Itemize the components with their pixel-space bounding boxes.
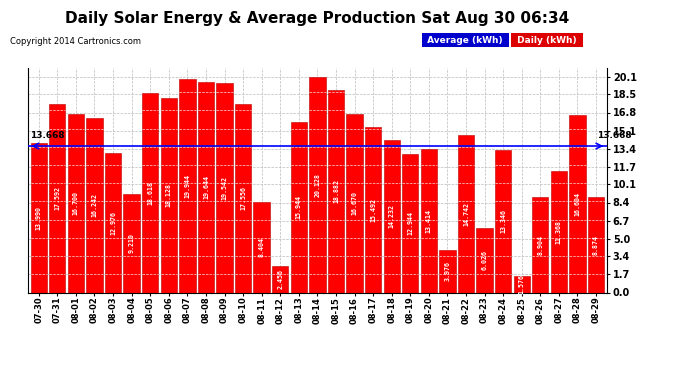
Text: 13.668: 13.668 xyxy=(30,131,65,140)
Text: Daily (kWh): Daily (kWh) xyxy=(514,36,580,45)
Bar xyxy=(161,98,177,292)
Text: 19.944: 19.944 xyxy=(184,174,190,198)
Text: 8.404: 8.404 xyxy=(259,237,265,258)
Bar xyxy=(290,122,307,292)
Text: 19.644: 19.644 xyxy=(203,175,209,199)
Text: 13.990: 13.990 xyxy=(36,206,42,230)
Text: 17.592: 17.592 xyxy=(55,186,60,210)
Text: 16.670: 16.670 xyxy=(351,191,357,215)
Text: 19.542: 19.542 xyxy=(221,176,228,200)
Bar xyxy=(142,93,159,292)
Text: Average (kWh): Average (kWh) xyxy=(424,36,506,45)
Bar xyxy=(328,90,344,292)
Bar xyxy=(440,250,455,292)
Bar xyxy=(309,77,326,292)
Text: 8.904: 8.904 xyxy=(538,235,543,255)
Text: 6.026: 6.026 xyxy=(482,250,488,270)
Bar xyxy=(532,197,549,292)
Bar xyxy=(86,118,103,292)
Bar xyxy=(551,171,567,292)
Text: Daily Solar Energy & Average Production Sat Aug 30 06:34: Daily Solar Energy & Average Production … xyxy=(66,11,569,26)
Bar xyxy=(458,135,474,292)
Bar xyxy=(124,194,140,292)
Text: 13.414: 13.414 xyxy=(426,209,432,232)
Text: 15.492: 15.492 xyxy=(370,198,376,222)
Bar xyxy=(272,266,288,292)
Text: 18.882: 18.882 xyxy=(333,179,339,203)
Bar xyxy=(402,154,418,292)
Bar xyxy=(365,126,382,292)
Text: 20.128: 20.128 xyxy=(315,172,320,196)
Text: Copyright 2014 Cartronics.com: Copyright 2014 Cartronics.com xyxy=(10,38,141,46)
Text: 9.210: 9.210 xyxy=(128,233,135,253)
Text: 14.232: 14.232 xyxy=(388,204,395,228)
Text: 18.128: 18.128 xyxy=(166,183,172,207)
Text: 12.944: 12.944 xyxy=(407,211,413,235)
Text: 16.700: 16.700 xyxy=(73,191,79,215)
Bar xyxy=(217,83,233,292)
Bar xyxy=(384,140,400,292)
Bar xyxy=(235,104,251,292)
Bar xyxy=(68,114,84,292)
Text: 11.368: 11.368 xyxy=(556,220,562,244)
Text: 2.456: 2.456 xyxy=(277,269,284,290)
Bar xyxy=(30,142,47,292)
Bar xyxy=(198,82,214,292)
Bar xyxy=(346,114,363,292)
Bar xyxy=(476,228,493,292)
Bar xyxy=(495,150,511,292)
Text: 3.976: 3.976 xyxy=(444,261,451,281)
Text: 1.576: 1.576 xyxy=(519,274,525,294)
Bar xyxy=(179,79,195,292)
Text: 15.944: 15.944 xyxy=(296,195,302,219)
Bar xyxy=(105,153,121,292)
Bar xyxy=(421,149,437,292)
Text: 16.604: 16.604 xyxy=(575,192,580,216)
Bar xyxy=(588,197,604,292)
Text: 12.976: 12.976 xyxy=(110,211,116,235)
Text: 13.346: 13.346 xyxy=(500,209,506,233)
Bar xyxy=(253,202,270,292)
Bar xyxy=(513,276,530,292)
Text: 8.874: 8.874 xyxy=(593,235,599,255)
Bar xyxy=(49,104,66,292)
Text: 16.242: 16.242 xyxy=(92,194,97,217)
Text: 14.742: 14.742 xyxy=(463,201,469,225)
Text: 13.668: 13.668 xyxy=(597,131,631,140)
Bar xyxy=(569,115,586,292)
Text: 18.618: 18.618 xyxy=(147,181,153,205)
Text: 17.556: 17.556 xyxy=(240,186,246,210)
